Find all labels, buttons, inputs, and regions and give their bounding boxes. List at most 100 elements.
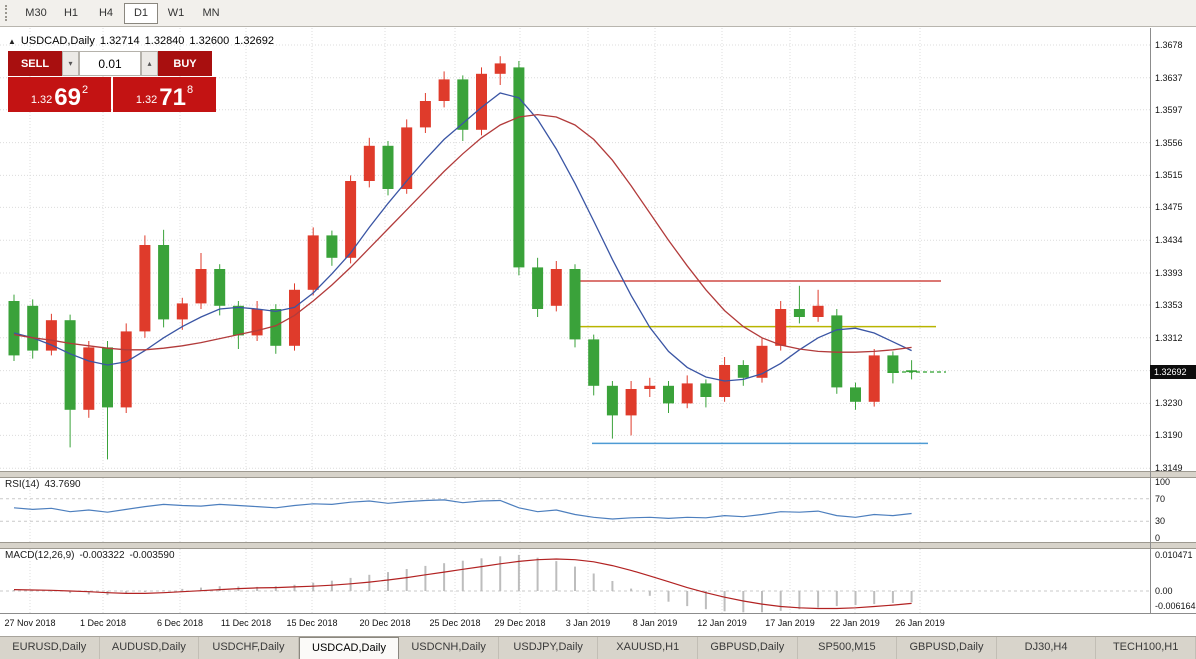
bid-pip-digit: 2 [82,84,89,96]
date-label: 12 Jan 2019 [697,618,747,628]
timeframe-button-w1[interactable]: W1 [167,6,185,19]
timeframe-button-mn[interactable]: MN [202,6,220,19]
sell-button[interactable]: SELL [8,51,62,76]
current-price-tag: 1.32692 [1150,365,1196,379]
rsi-scale-label: 0 [1155,533,1161,543]
bid-big-digits: 69 [54,84,81,111]
chart-tab-tech100-h1[interactable]: TECH100,H1 [1096,637,1196,659]
horizontal-level-lines [574,280,941,445]
date-label: 15 Dec 2018 [286,618,338,628]
chart-tab-bar: EURUSD,Daily AUDUSD,Daily USDCHF,Daily USDC… [0,636,1196,659]
chart-tab-eurusd-daily[interactable]: EURUSD,Daily [0,637,100,659]
rsi-scale-label: 30 [1155,516,1166,526]
date-label: 26 Jan 2019 [895,618,945,628]
price-scale-label: 1.3678 [1155,40,1183,50]
ohlc-low: 1.32600 [189,35,230,47]
time-axis[interactable]: 27 Nov 2018 1 Dec 2018 6 Dec 2018 11 Dec 20… [0,614,1150,635]
oneclick-toggle-icon[interactable]: ▲ [8,37,16,46]
ma-fast-blue [13,92,912,382]
date-label: 29 Dec 2018 [494,618,546,628]
ohlc-open: 1.32714 [99,35,140,47]
chart-tab-usdcnh-daily[interactable]: USDCNH,Daily [399,637,499,659]
buy-price-button[interactable]: 1.32 71 8 [113,77,216,112]
moving-averages [13,92,912,382]
panel-separator[interactable] [0,542,1196,549]
macd-scale-label: 0.00 [1155,586,1173,596]
rsi-v-gridlines [29,478,921,542]
buy-button[interactable]: BUY [158,51,212,76]
chart-window[interactable]: ▲ USDCAD,Daily 1.32714 1.32840 1.32600 1.3269… [0,28,1196,635]
price-scale-label: 1.3637 [1155,73,1183,83]
toolbar-grip-icon [5,5,12,21]
date-label: 22 Jan 2019 [830,618,880,628]
panel-separator[interactable] [0,471,1196,478]
price-scale-label: 1.3149 [1155,463,1183,473]
ask-prefix: 1.32 [135,94,158,106]
time-axis-divider [0,613,1196,614]
chart-tab-usdcad-daily[interactable]: USDCAD,Daily [298,637,400,659]
volume-input[interactable] [79,51,141,76]
date-label: 25 Dec 2018 [429,618,481,628]
chart-tab-xauusd-h1[interactable]: XAUUSD,H1 [598,637,699,659]
main-chart-canvas[interactable] [0,28,1150,471]
timeframe-button-h1[interactable]: H1 [63,6,79,19]
ask-pip-digit: 8 [187,84,194,96]
price-scale-label: 1.3393 [1155,268,1183,278]
macd-main-value: -0.003322 [79,550,125,561]
ohlc-high: 1.32840 [144,35,185,47]
price-scale-label: 1.3556 [1155,138,1183,148]
rsi-value: 43.7690 [44,479,81,490]
price-scale-label: 1.3312 [1155,333,1183,343]
macd-scale-label: 0.010471 [1155,550,1193,560]
ma-slow-red [13,113,912,353]
price-scale-label: 1.3597 [1155,105,1183,115]
chart-tab-dj30-h4[interactable]: DJ30,H4 [997,637,1097,659]
price-scale-label: 1.3190 [1155,430,1183,440]
rsi-label: RSI(14) 43.7690 [5,479,86,490]
macd-signal-value: -0.003590 [129,550,175,561]
rsi-level-lines [0,498,1150,522]
one-click-trade-panel: SELL ▾ ▴ BUY 1.32 69 2 1.32 71 8 [8,51,216,112]
volume-increase-button[interactable]: ▴ [141,51,158,76]
macd-signal-line [13,558,912,610]
chart-tab-sp500-m15[interactable]: SP500,M15 [798,637,898,659]
sell-price-button[interactable]: 1.32 69 2 [8,77,111,112]
bid-prefix: 1.32 [30,94,53,106]
timeframe-button-d1[interactable]: D1 [124,2,158,24]
date-label: 8 Jan 2019 [632,618,678,628]
chart-symbol-label: USDCAD,Daily [20,35,95,47]
date-label: 3 Jan 2019 [565,618,611,628]
rsi-panel-canvas[interactable] [0,478,1150,542]
timeframe-button-m30[interactable]: M30 [25,6,47,19]
chart-ohlc-header: ▲ USDCAD,Daily 1.32714 1.32840 1.32600 1.3269… [8,35,279,47]
chart-tab-usdchf-daily[interactable]: USDCHF,Daily [199,637,299,659]
date-label: 17 Jan 2019 [765,618,815,628]
macd-histogram [13,554,913,613]
timeframe-button-h4[interactable]: H4 [98,6,114,19]
macd-scale-label: -0.006164 [1155,601,1196,611]
rsi-line [13,499,912,520]
chart-tab-gbpusd-daily[interactable]: GBPUSD,Daily [698,637,798,659]
date-label: 11 Dec 2018 [220,618,272,628]
price-scale-label: 1.3230 [1155,398,1183,408]
price-scale-label: 1.3475 [1155,202,1183,212]
chart-tab-audusd-daily[interactable]: AUDUSD,Daily [100,637,200,659]
chart-tab-gbpusd-daily[interactable]: GBPUSD,Daily [897,637,997,659]
candles [8,56,918,460]
timeframe-buttons: M30 H1 H4 D1 W1 MN [19,2,229,24]
volume-decrease-button[interactable]: ▾ [62,51,79,76]
rsi-scale-label: 70 [1155,494,1166,504]
macd-panel-canvas[interactable] [0,549,1150,613]
macd-name: MACD(12,26,9) [5,550,75,561]
date-label: 6 Dec 2018 [156,618,204,628]
rsi-scale-label: 100 [1155,477,1171,487]
ohlc-close: 1.32692 [234,35,274,47]
macd-label: MACD(12,26,9) -0.003322 -0.003590 [5,550,180,561]
price-scale-label: 1.3434 [1155,235,1183,245]
rsi-name: RSI(14) [5,479,40,490]
chart-tab-usdjpy-daily[interactable]: USDJPY,Daily [499,637,599,659]
ask-big-digits: 71 [159,84,186,111]
date-label: 1 Dec 2018 [79,618,127,628]
timeframe-toolbar: M30 H1 H4 D1 W1 MN [0,0,1196,27]
date-label: 27 Nov 2018 [4,618,56,628]
